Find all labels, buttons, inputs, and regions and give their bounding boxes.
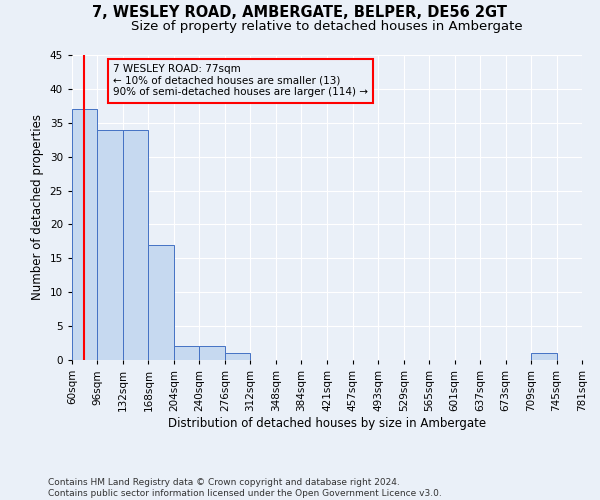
- Text: 7 WESLEY ROAD: 77sqm
← 10% of detached houses are smaller (13)
90% of semi-detac: 7 WESLEY ROAD: 77sqm ← 10% of detached h…: [113, 64, 368, 98]
- Bar: [148, 245, 174, 360]
- Text: Contains HM Land Registry data © Crown copyright and database right 2024.
Contai: Contains HM Land Registry data © Crown c…: [48, 478, 442, 498]
- Bar: [123, 130, 148, 360]
- Title: Size of property relative to detached houses in Ambergate: Size of property relative to detached ho…: [131, 20, 523, 33]
- Bar: [72, 109, 97, 360]
- Bar: [225, 353, 250, 360]
- Bar: [199, 346, 225, 360]
- Bar: [531, 353, 557, 360]
- Bar: [97, 130, 123, 360]
- Y-axis label: Number of detached properties: Number of detached properties: [31, 114, 44, 300]
- Text: 7, WESLEY ROAD, AMBERGATE, BELPER, DE56 2GT: 7, WESLEY ROAD, AMBERGATE, BELPER, DE56 …: [92, 5, 508, 20]
- X-axis label: Distribution of detached houses by size in Ambergate: Distribution of detached houses by size …: [168, 416, 486, 430]
- Bar: [174, 346, 199, 360]
